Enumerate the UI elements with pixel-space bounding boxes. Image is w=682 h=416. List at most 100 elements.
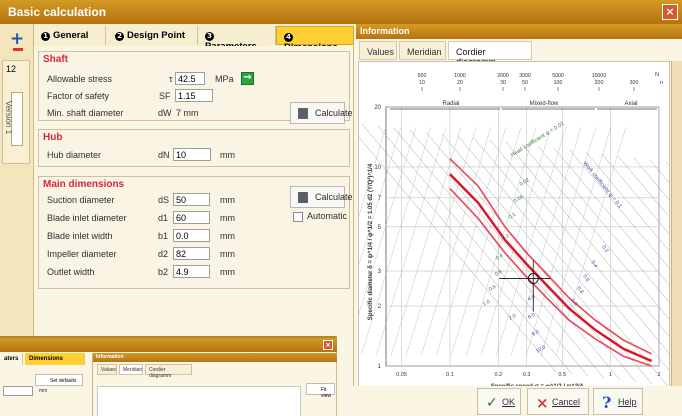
blade-inlet-diameter-input[interactable]: 60 — [173, 211, 210, 224]
chart-annotation: 0.2 — [501, 233, 510, 242]
preview-title-bar: × — [0, 338, 337, 352]
iso-line-secondary — [360, 126, 432, 357]
preview-set-defaults-label: Set defaults — [50, 378, 77, 384]
chart-plot-frame — [385, 106, 660, 367]
preview-fit-view-checkbox[interactable]: Fit view — [306, 383, 335, 399]
iso-line — [359, 137, 557, 373]
version-tab[interactable]: Version 1 — [4, 92, 23, 146]
preview-value-input[interactable] — [3, 386, 33, 396]
main-calculate-button[interactable]: Calculate — [290, 186, 353, 208]
chart-annotation: 0.6 — [494, 269, 503, 278]
outlet-width-input[interactable]: 4.9 — [173, 265, 210, 278]
preview-tab-values[interactable]: Values — [97, 364, 117, 375]
close-button[interactable]: × — [662, 4, 678, 20]
cordier-series-line — [449, 158, 652, 355]
allowable-stress-input[interactable]: 42.5 — [175, 72, 205, 85]
x-tick-label: 0.05 — [396, 372, 407, 378]
top-n-label: N — [655, 72, 659, 78]
suction-diameter-input[interactable]: 50 — [173, 193, 210, 206]
factor-safety-input[interactable]: 1.15 — [175, 89, 213, 102]
min-shaft-value: 7 mm — [176, 108, 199, 118]
preview-tab-dimensions[interactable]: Dimensions — [25, 353, 85, 365]
window-title: Basic calculation — [8, 5, 107, 19]
y-tick-label: 5 — [378, 225, 382, 231]
tab-meridian[interactable]: Meridian — [399, 41, 446, 60]
ok-button[interactable]: ✓ OK — [477, 388, 521, 415]
chart-annotation: 1.0 — [569, 298, 578, 307]
shaft-calculate-label: Calculate — [315, 108, 353, 118]
calculator-icon — [298, 192, 308, 203]
hub-diameter-input[interactable]: 10 — [173, 148, 211, 161]
chart-annotation: 10.0 — [535, 344, 547, 354]
chart-annotation: 0.02 — [519, 177, 531, 187]
region-label: Mixed-flow — [530, 101, 559, 107]
blade-inlet-diameter-symbol: d1 — [158, 213, 169, 223]
cancel-button[interactable]: × Cancel — [527, 388, 589, 415]
top-lower-tick-label: 200 — [595, 80, 604, 86]
iso-line-secondary — [359, 126, 417, 315]
preview-tab-parameters[interactable]: aters — [0, 353, 23, 365]
preview-tab-cordier[interactable]: Cordier diagramm — [145, 364, 192, 379]
suction-diameter-symbol: dS — [158, 195, 170, 205]
iso-line-secondary — [540, 126, 612, 357]
close-icon: × — [536, 394, 549, 412]
apply-stress-button[interactable]: → — [241, 72, 254, 85]
suction-diameter-unit: mm — [220, 195, 235, 205]
allowable-stress-label: Allowable stress — [47, 74, 113, 84]
tab-cordier-diagram[interactable]: Cordier diagramm — [448, 41, 532, 67]
tab-parameters[interactable]: 3Parameters — [198, 26, 276, 52]
main-dimensions-title: Main dimensions — [43, 179, 125, 190]
preview-set-defaults-button[interactable]: Set defaults — [35, 374, 83, 386]
hub-diameter-unit: mm — [220, 150, 235, 160]
top-upper-tick-label: 1000 — [454, 73, 466, 79]
remove-version-button[interactable] — [13, 48, 23, 51]
automatic-checkbox[interactable] — [293, 212, 303, 222]
preview-close-icon[interactable]: × — [323, 340, 333, 350]
chart-annotation: 0.2 — [600, 245, 609, 254]
tree-item-number[interactable]: 12 — [6, 64, 17, 74]
preview-information-title: Information — [93, 353, 337, 362]
iso-line-secondary — [510, 126, 582, 357]
chart-annotation: 0.6 — [581, 274, 590, 283]
iso-line — [441, 133, 653, 385]
top-lower-tick-label: 30 — [500, 80, 506, 86]
window-title-bar: Basic calculation × — [0, 0, 682, 24]
iso-line — [489, 139, 669, 354]
shaft-calculate-button[interactable]: Calculate — [290, 102, 353, 124]
x-tick-label: 0.1 — [446, 372, 454, 378]
tab-dimensions[interactable]: 4Dimensions — [276, 26, 354, 53]
shaft-title: Shaft — [43, 54, 68, 65]
help-button[interactable]: ? Help — [593, 388, 643, 415]
tab-values[interactable]: Values — [359, 41, 397, 60]
tab-design-point[interactable]: 2 Design Point — [108, 26, 198, 45]
blade-inlet-width-label: Blade inlet width — [47, 231, 113, 241]
allowable-stress-symbol: τ — [169, 74, 173, 84]
tab-number-1: 1 — [41, 32, 50, 41]
top-upper-tick-label: 5000 — [552, 73, 564, 79]
top-lower-tick-label: 50 — [522, 80, 528, 86]
iso-line — [473, 137, 669, 371]
chart-annotation: 0.8 — [488, 284, 497, 293]
iso-line — [537, 145, 669, 303]
tab-general[interactable]: 1 General — [34, 26, 106, 45]
preview-tab-meridian[interactable]: Meridian — [119, 364, 143, 375]
calculator-icon — [298, 108, 308, 119]
blade-inlet-diameter-label: Blade inlet diameter — [47, 213, 127, 223]
y-tick-label: 20 — [374, 105, 381, 111]
iso-line-secondary — [390, 126, 462, 357]
iso-line — [585, 151, 669, 252]
iso-line-secondary — [359, 126, 387, 216]
top-lower-tick-label: 300 — [630, 80, 639, 86]
hub-section: Hub Hub diameter dN 10 mm — [38, 129, 350, 167]
iso-line-secondary — [465, 126, 537, 357]
blade-inlet-width-unit: mm — [220, 231, 235, 241]
factor-safety-label: Factor of safety — [47, 91, 110, 101]
information-scrollbar[interactable] — [671, 61, 682, 416]
blade-inlet-width-input[interactable]: 0.0 — [173, 229, 210, 242]
y-tick-label: 10 — [374, 165, 381, 171]
factor-safety-symbol: SF — [159, 91, 171, 101]
impeller-diameter-input[interactable]: 82 — [173, 247, 210, 260]
add-version-button[interactable]: + — [10, 29, 24, 49]
close-icon: × — [665, 5, 675, 18]
iso-line — [521, 143, 669, 320]
